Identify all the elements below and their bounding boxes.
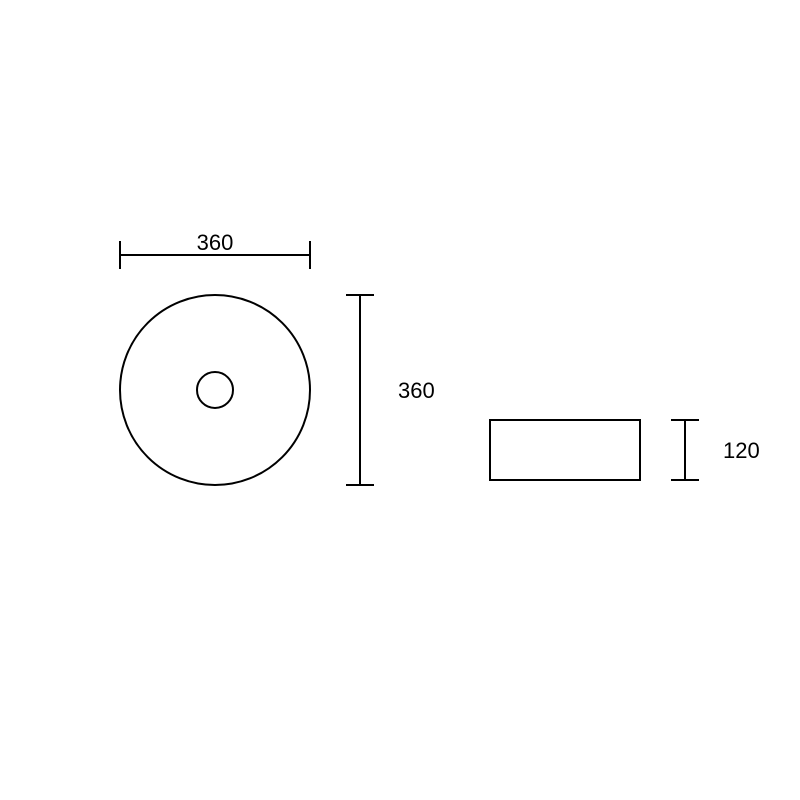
- side-view-rect: [490, 420, 640, 480]
- technical-drawing: 360 360 120: [0, 0, 800, 800]
- dim-height-circle-label: 360: [398, 378, 435, 403]
- dimension-height-circle: 360: [346, 295, 435, 485]
- dimension-height-rect: 120: [671, 420, 760, 480]
- top-view-inner-circle: [197, 372, 233, 408]
- top-view-outer-circle: [120, 295, 310, 485]
- dim-height-rect-label: 120: [723, 438, 760, 463]
- dimension-width-top: 360: [120, 230, 310, 269]
- dim-width-label: 360: [197, 230, 234, 255]
